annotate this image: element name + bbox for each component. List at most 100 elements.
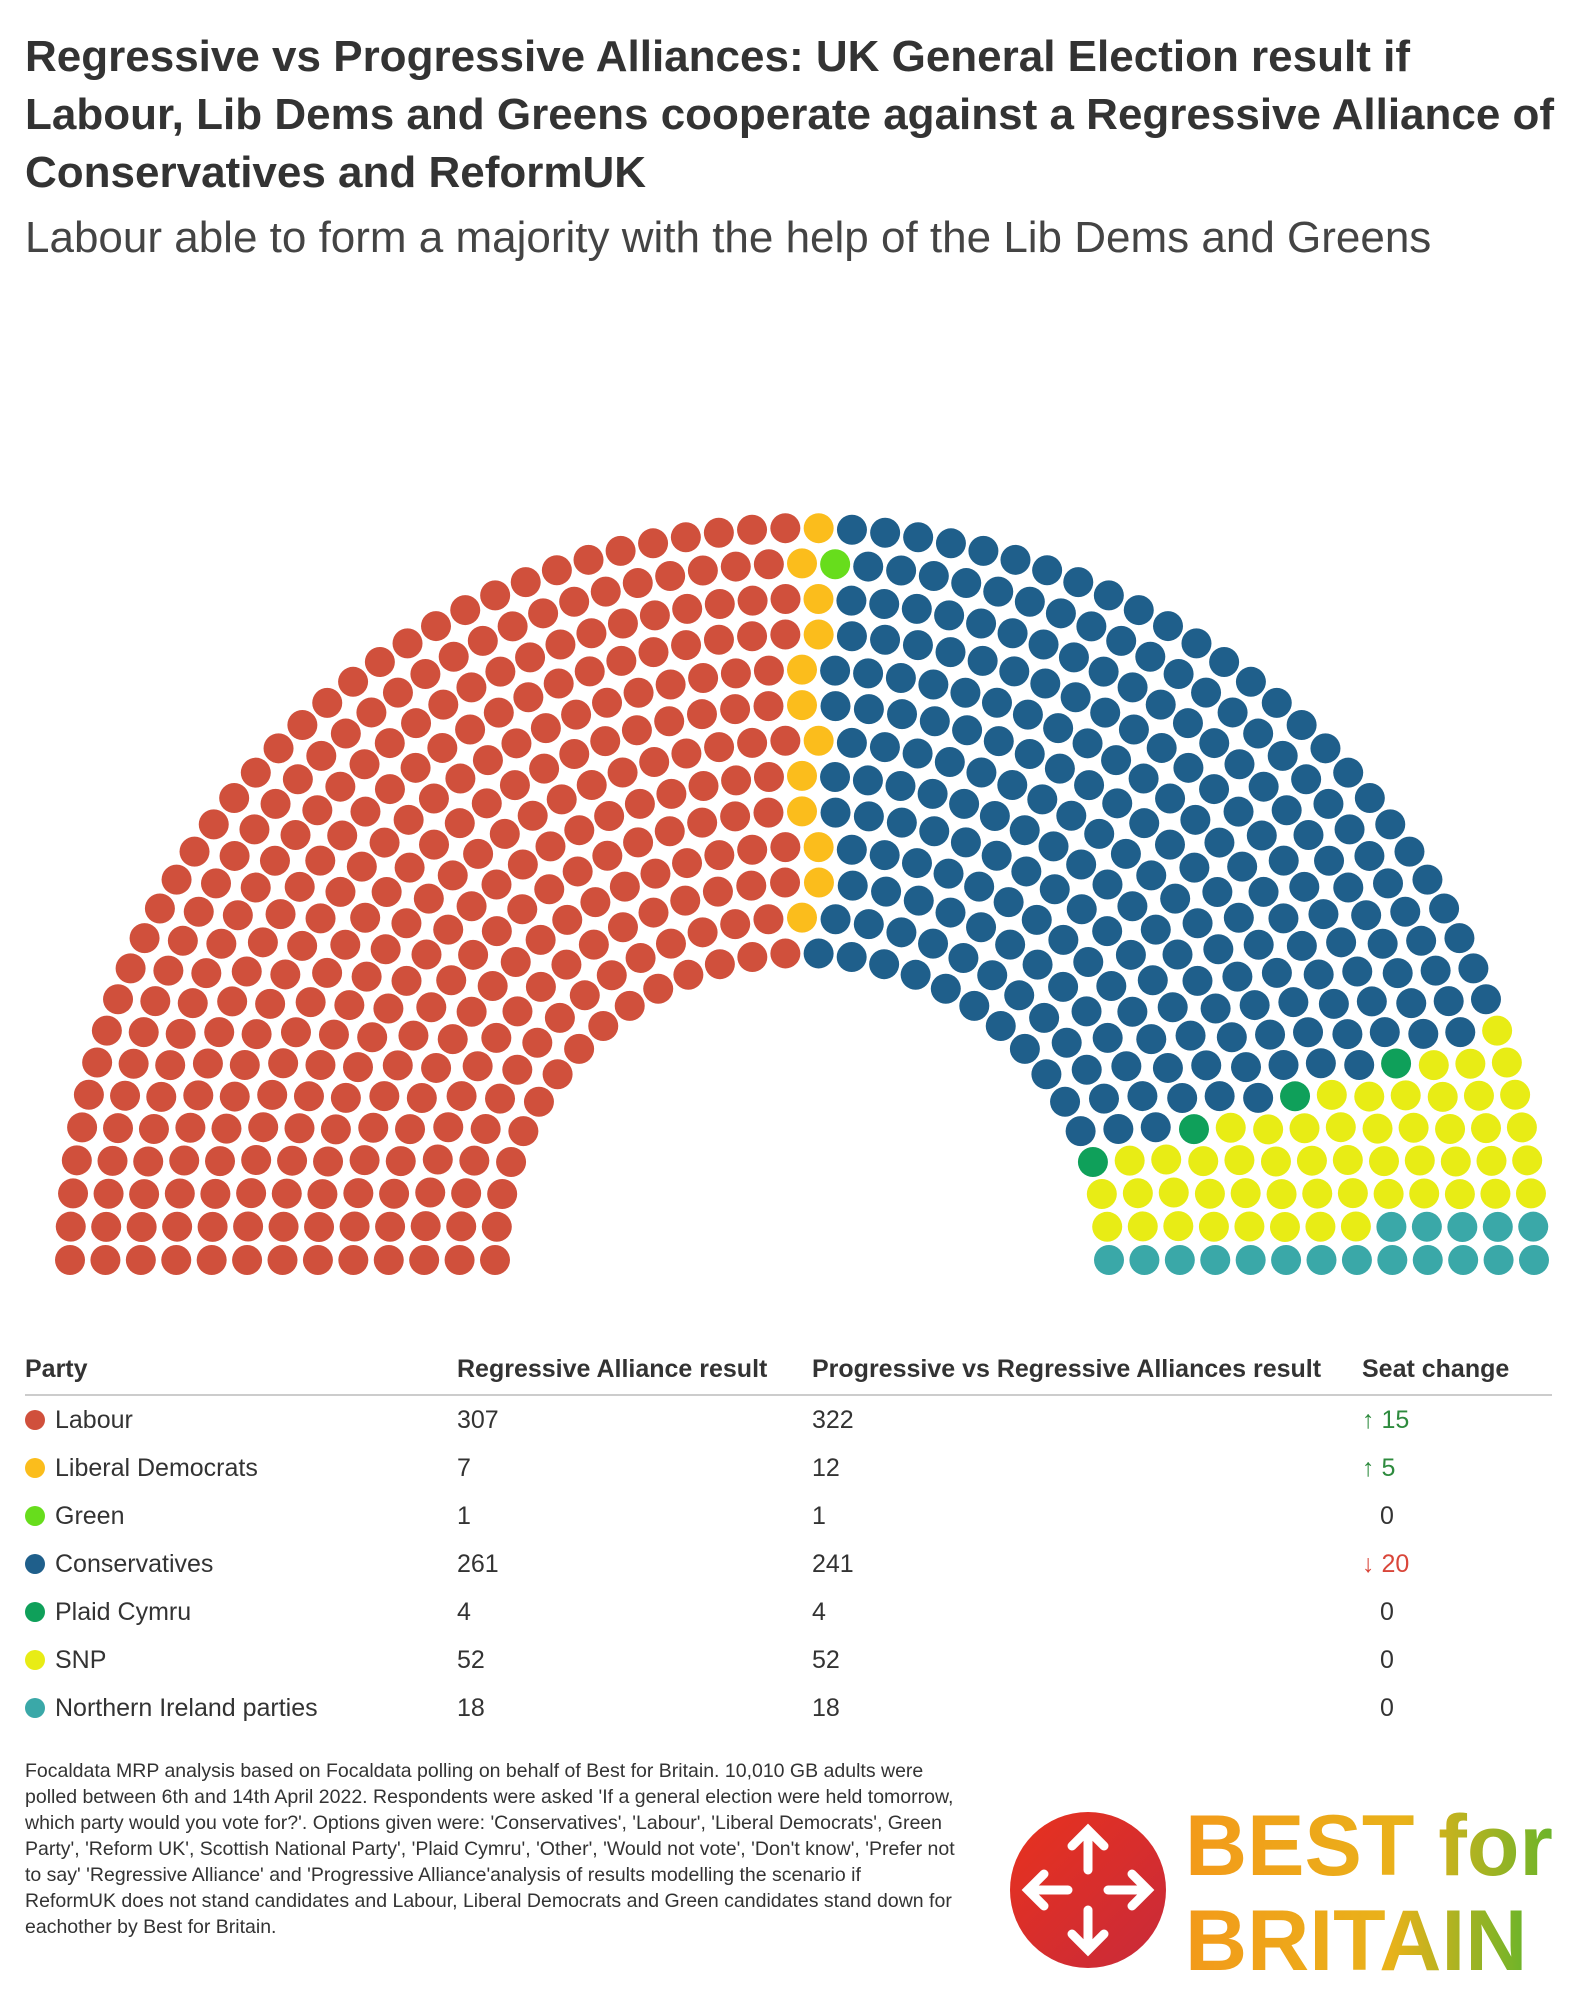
seat-change: ↑ 5 [1362, 1453, 1396, 1482]
seat [1302, 1178, 1333, 1209]
seat [358, 1112, 389, 1143]
seat [483, 697, 514, 728]
seat [1215, 1112, 1246, 1143]
seat [241, 1144, 272, 1175]
seat [421, 611, 451, 642]
seat [836, 585, 867, 616]
seat [614, 990, 645, 1021]
seat [1043, 713, 1074, 744]
seat [787, 548, 817, 579]
seat [1235, 1245, 1266, 1275]
seat [1074, 770, 1105, 801]
party-name: Labour [55, 1405, 133, 1434]
seat [1051, 1027, 1082, 1058]
seat [886, 807, 917, 838]
seat [164, 1178, 195, 1209]
seat-change-cell: ↓ 20 [1362, 1540, 1552, 1588]
seat [1224, 1145, 1255, 1176]
seat [1038, 831, 1069, 862]
seat [1418, 1050, 1449, 1081]
seat [1065, 1116, 1096, 1147]
seat [853, 801, 884, 832]
seat [1072, 728, 1103, 759]
seat [330, 1082, 361, 1113]
seat [1303, 959, 1334, 990]
seat-change-cell: 0 [1362, 1588, 1552, 1636]
seat [444, 808, 475, 839]
seat [1194, 1178, 1225, 1209]
seat [248, 1112, 279, 1143]
seat [1127, 1211, 1158, 1242]
seat [169, 1145, 200, 1176]
seat [406, 1083, 437, 1114]
seat [302, 1245, 333, 1275]
seat [1382, 958, 1413, 989]
seat [1306, 1245, 1337, 1275]
seat [935, 637, 966, 668]
seat [1093, 580, 1124, 611]
seat [419, 829, 450, 860]
seat [1267, 740, 1298, 771]
seat [167, 925, 198, 956]
seat [401, 708, 432, 739]
seat [1409, 1178, 1440, 1209]
seat [391, 965, 422, 996]
seat [1470, 984, 1501, 1015]
seat [803, 832, 834, 863]
seat [437, 1024, 468, 1055]
regressive-result: 7 [457, 1453, 471, 1482]
seat [1181, 628, 1212, 659]
seat [596, 960, 627, 991]
seat [456, 891, 487, 922]
seat [803, 938, 834, 969]
seat [869, 588, 900, 619]
seat [605, 535, 636, 566]
seat [1071, 996, 1102, 1027]
legend-dot [25, 1409, 45, 1430]
seat [471, 788, 502, 819]
seat [544, 1002, 575, 1033]
progressive-result: 4 [812, 1597, 826, 1626]
seat [268, 1211, 299, 1242]
seat [576, 618, 607, 649]
seat [1390, 1080, 1421, 1111]
seat [1111, 1051, 1142, 1082]
seat [655, 669, 686, 700]
seat [1076, 611, 1107, 642]
seat [1039, 874, 1070, 905]
seat [1021, 904, 1052, 935]
seat [606, 645, 637, 676]
seat [1110, 838, 1141, 869]
seat [1028, 629, 1059, 660]
seat [753, 904, 784, 935]
seat [1354, 783, 1385, 814]
seat [870, 517, 901, 548]
seat [1500, 1079, 1531, 1110]
seat [588, 1011, 619, 1042]
seat [999, 656, 1030, 687]
seat [327, 820, 358, 851]
seat [1117, 996, 1148, 1027]
seat [481, 1211, 512, 1242]
seat [1271, 1245, 1302, 1275]
seat [1209, 646, 1240, 677]
seat [545, 629, 576, 660]
seat [559, 738, 590, 769]
seat [240, 757, 271, 788]
seat [1115, 939, 1146, 970]
seat [392, 628, 423, 659]
seat [638, 528, 669, 559]
seat [349, 749, 380, 780]
seat [1073, 946, 1104, 977]
party-cell: Plaid Cymru [25, 1588, 457, 1636]
seat [1234, 1211, 1265, 1242]
seat [55, 1245, 85, 1275]
seat [330, 718, 361, 749]
seat [1200, 993, 1231, 1024]
seat [481, 916, 512, 947]
seat [820, 904, 851, 935]
seat [260, 788, 291, 819]
seat [385, 1146, 416, 1177]
seat [1248, 771, 1279, 802]
seat [422, 1144, 453, 1175]
